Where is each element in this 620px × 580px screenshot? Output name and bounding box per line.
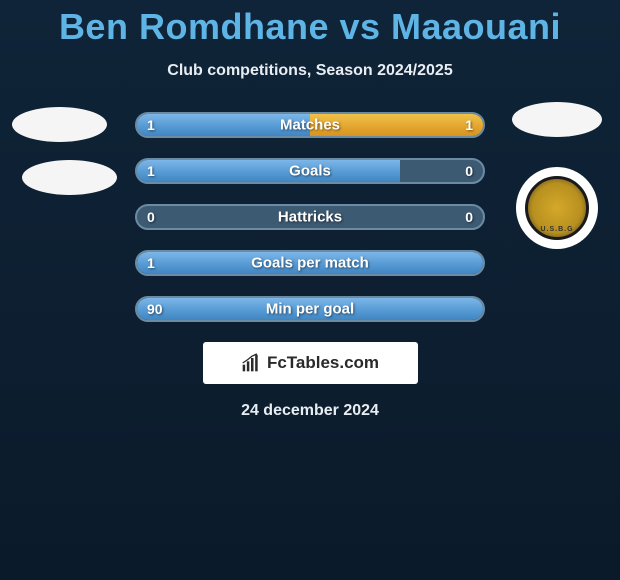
badge-abbrev: U.S.B.G — [540, 226, 573, 233]
stat-label: Hattricks — [278, 209, 342, 226]
stat-row: 1 Goals per match — [135, 250, 485, 276]
date-text: 24 december 2024 — [0, 402, 620, 420]
brand-text: FcTables.com — [267, 353, 379, 373]
stat-label: Goals per match — [251, 255, 369, 272]
stat-value-right: 0 — [465, 163, 473, 179]
club-badge-inner: U.S.B.G — [525, 176, 589, 240]
stat-row: 0 Hattricks 0 — [135, 204, 485, 230]
stat-value-right: 1 — [465, 117, 473, 133]
stat-value-left: 90 — [147, 301, 163, 317]
stat-value-left: 1 — [147, 255, 155, 271]
stat-label: Matches — [280, 117, 340, 134]
brand-box: FcTables.com — [203, 342, 418, 384]
stat-label: Min per goal — [266, 301, 354, 318]
stat-row: 1 Matches 1 — [135, 112, 485, 138]
stat-value-left: 1 — [147, 117, 155, 133]
page-title: Ben Romdhane vs Maaouani — [0, 0, 620, 48]
stat-row: 1 Goals 0 — [135, 158, 485, 184]
club-badge-right: U.S.B.G — [516, 167, 598, 249]
stat-value-right: 0 — [465, 209, 473, 225]
chart-icon — [241, 353, 261, 373]
stat-bars: 1 Matches 1 1 Goals 0 0 Hattricks 0 1 Goals per ma… — [135, 112, 485, 322]
stat-fill-left — [137, 160, 400, 182]
stat-value-left: 0 — [147, 209, 155, 225]
stat-label: Goals — [289, 163, 331, 180]
player-left-avatar-2 — [22, 160, 117, 195]
player-left-avatar-1 — [12, 107, 107, 142]
stat-row: 90 Min per goal — [135, 296, 485, 322]
stat-value-left: 1 — [147, 163, 155, 179]
player-right-avatar — [512, 102, 602, 137]
subtitle: Club competitions, Season 2024/2025 — [0, 62, 620, 80]
comparison-panel: U.S.B.G 1 Matches 1 1 Goals 0 0 Hattricks 0 1 Goal… — [0, 112, 620, 420]
